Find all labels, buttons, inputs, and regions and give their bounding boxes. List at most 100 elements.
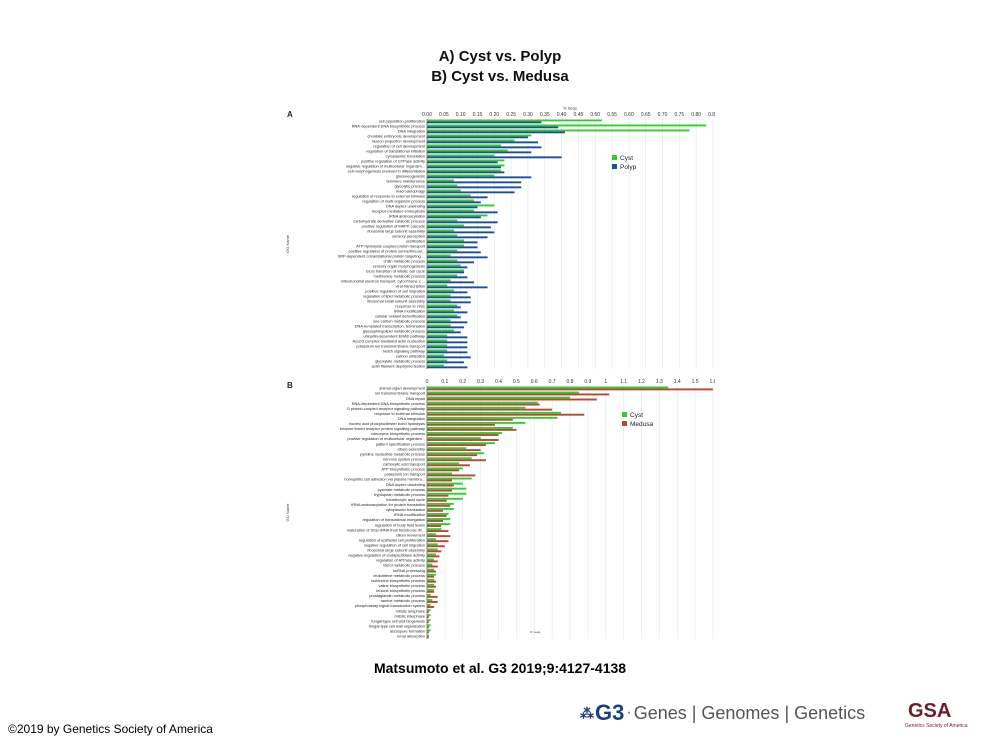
panel-b-tick-label: 0.1 [441,379,448,385]
panel-b-bar-cyst [427,593,431,596]
panel-b-category-label: pyridine nucleotide metabolic process [360,451,425,456]
panel-a-category-label: regulation of translational initiation [366,149,425,154]
panel-a-bar-cyst [427,259,458,262]
panel-a-bar-polyp [427,351,468,354]
panel-b-category-label: fungal-type cell wall biogenesis [371,618,425,623]
panel-a-tick-label: 0.25 [506,112,516,118]
panel-a-category-label: glycolytic process [395,184,426,189]
panel-b-category-label: DNA duplex unwinding [386,482,425,487]
panel-a-bar-polyp [427,211,498,214]
panel-a-bar-cyst [427,214,488,217]
panel-b-category-label: pyruvate metabolic process [378,487,425,492]
gsa-logo-subtitle: Genetics Society of America [905,723,968,729]
panel-b-bar-cyst [427,588,435,591]
panel-a-bar-cyst [427,134,532,137]
panel-b-category-label: prostaglandin metabolic process [369,593,425,598]
panel-b-legend-label-medusa: Medusa [630,421,654,428]
logo-text: Genes | Genomes | Genetics [633,702,866,723]
panel-b-legend-swatch-medusa [622,421,627,426]
panel-b-category-label: tRNA aminoacylation for protein translat… [351,502,425,507]
panel-a-category-label: ribosomal large subunit assembly [367,229,425,234]
panel-b-bar-medusa [427,459,486,462]
panel-a-bar-polyp [427,166,502,169]
g3-logo: ⁂ G3 · Genes | Genomes | Genetics [580,700,865,726]
panel-a-bar-cyst [427,294,451,297]
citation: Matsumoto et al. G3 2019;9:4127-4138 [373,660,627,676]
panel-a-bar-cyst [427,324,451,327]
panel-a-bar-cyst [427,224,465,227]
panel-b-bar-cyst [427,634,429,637]
panel-b-category-label: leukotriene metabolic process [374,573,426,578]
panel-b-bar-cyst [427,457,472,460]
panel-b-bar-medusa [427,590,435,593]
panel-b-bar-medusa [427,606,435,608]
panel-a-bar-cyst [427,344,448,347]
panel-a-tick-label: 0.05 [439,112,449,118]
panel-b-bar-cyst [427,437,481,440]
panel-a-category-label: positive regulation of cell migration [365,289,425,294]
panel-a-bar-polyp [427,141,539,144]
panel-b-bar-cyst [427,482,463,485]
panel-a-category-label: cytoplasmic translation [386,154,425,159]
panel-b-category-label: DNA integration [398,416,425,421]
panel-b-bar-cyst [427,604,431,607]
panel-b-tick-label: 0.4 [495,379,502,385]
panel-a-bar-cyst [427,119,602,122]
panel-b-bar-medusa [427,479,453,482]
panel-b-bar-cyst [427,492,467,495]
panel-b-category-label: pattern specification process [376,441,425,446]
panel-a-category-label: viral transcription [396,284,425,289]
panel-a-category-label: response to virus [395,304,425,309]
panel-b-tick-label: 0.5 [513,379,520,385]
panel-b-bar-medusa [427,398,597,401]
panel-a-bar-cyst [427,239,465,242]
panel-b-bar-cyst [427,629,431,632]
panel-b-tick-label: 0.3 [477,379,484,385]
panel-b-category-label: RNA-dependent DNA biosynthetic process [352,401,425,406]
panel-a-bar-polyp [427,251,481,254]
panel-b-bar-cyst [427,497,463,500]
panel-b-bar-medusa [427,550,442,553]
panel-b-bar-medusa [427,530,449,533]
panel-b-xlabel: % Seqs [530,630,541,634]
panel-a-bar-cyst [427,179,454,182]
panel-b-bar-medusa [427,388,713,391]
panel-a-category-label: positive regulation of GTPase activity [361,159,425,164]
panel-b-category-label: cilium assembly [398,446,426,451]
panel-a-legend-label-cyst: Cyst [620,155,633,162]
panel-b-bar-cyst [427,568,435,571]
panel-a-category-label: ATP hydrolysis coupled proton transport [356,244,426,249]
panel-b-bar-medusa [427,525,442,527]
panel-b-tick-label: 0 [426,379,429,385]
panel-b-bar-cyst [427,538,436,541]
panel-a-bar-cyst [427,199,475,202]
panel-a-bar-cyst [427,174,495,177]
panel-b-category-label: homophilic cell adhesion via plasma memb… [344,477,425,482]
panel-a-category-label: positive regulation of MAPK cascade [362,224,425,229]
panel-b-tick-label: 1.4 [674,379,681,385]
panel-a-category-label: cell population proliferation [379,119,425,124]
panel-b-bar-cyst [427,432,503,434]
panel-a-category-label: neuron projection development [372,139,426,144]
panel-b-bar-medusa [427,611,429,613]
panel-a-bar-cyst [427,249,458,252]
panel-a-bar-cyst [427,219,458,222]
panel-a-tick-label: 0.20 [489,112,499,118]
panel-a-bar-cyst [427,129,690,132]
panel-a-bar-polyp [427,326,465,329]
panel-b-bar-cyst [427,442,495,445]
panel-b-tick-label: 1.6 [710,379,715,385]
panel-a-bar-cyst [427,244,465,247]
caption-line-1: A) Cyst vs. Polyp [438,48,562,65]
panel-b-category-label: fungal-type cell wall organization [369,623,425,628]
panel-b-bar-cyst [427,553,436,556]
panel-b-bar-medusa [427,449,481,452]
panel-a-bar-cyst [427,194,471,197]
panel-b-bar-medusa [427,423,495,426]
panel-a-legend-swatch-cyst [612,155,617,160]
panel-a-bar-cyst [427,149,508,152]
panel-a-bar-polyp [427,301,471,304]
panel-a-bar-polyp [427,201,481,204]
panel-b-category-label: phosphorelay signal transduction system [355,603,425,608]
panel-b-bar-medusa [427,514,447,517]
